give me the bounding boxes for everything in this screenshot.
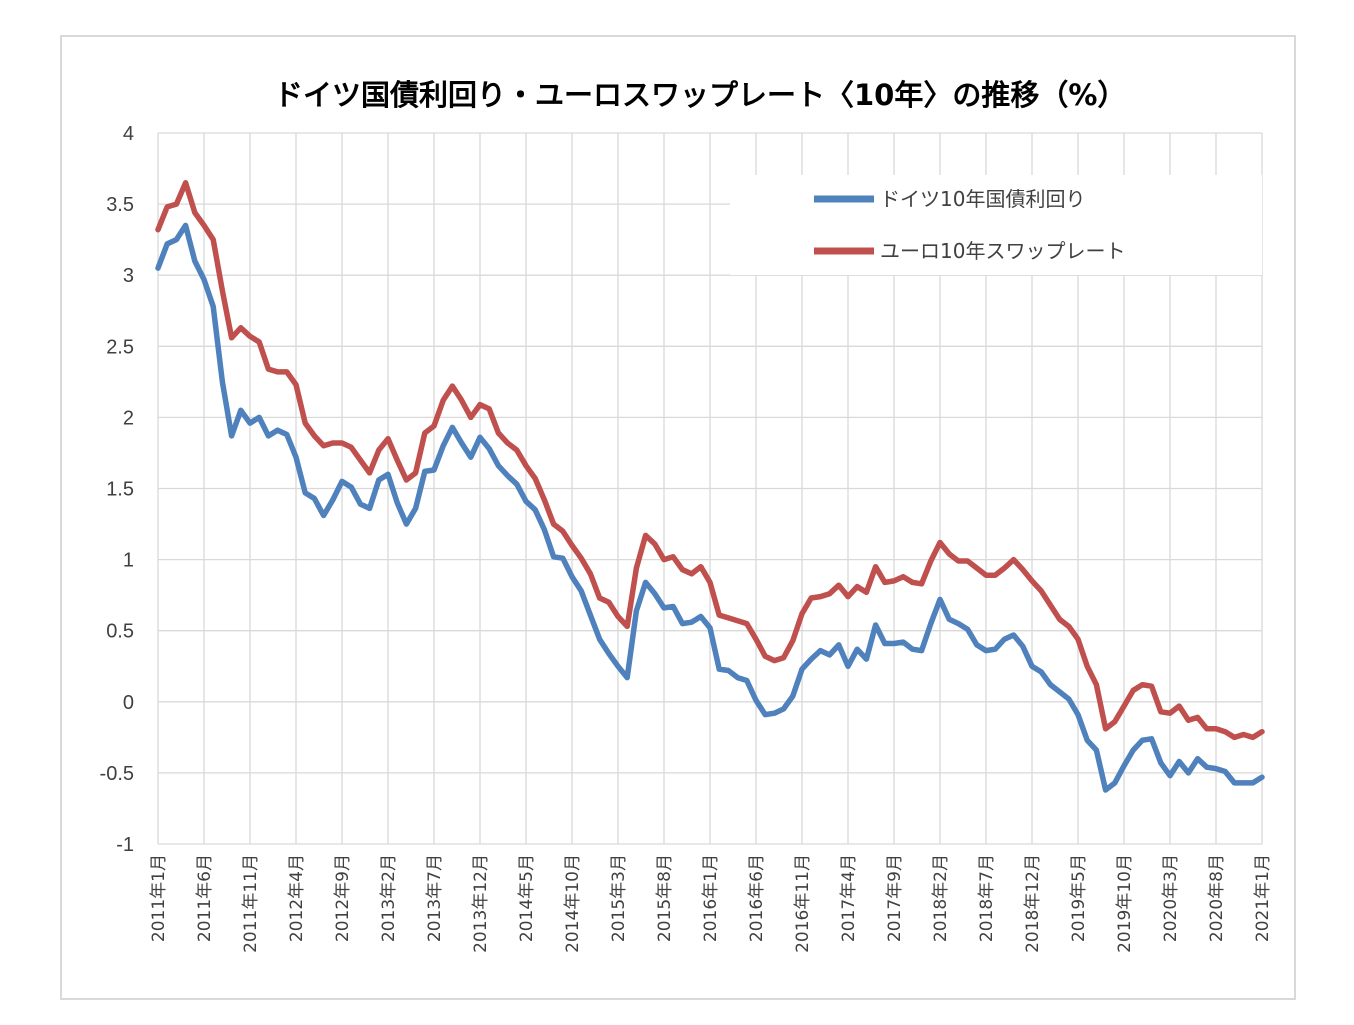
x-tick-label: 2016年6月 — [747, 854, 767, 942]
x-tick-label: 2016年1月 — [701, 854, 721, 942]
x-tick-label: 2015年8月 — [655, 854, 675, 942]
y-tick-label: 1.5 — [106, 479, 134, 501]
y-tick-label: -0.5 — [100, 763, 134, 785]
legend-label: ドイツ10年国債利回り — [880, 187, 1085, 211]
x-tick-label: 2012年9月 — [333, 854, 353, 942]
x-tick-label: 2016年11月 — [793, 854, 813, 953]
y-tick-label: 4 — [123, 123, 134, 145]
y-tick-label: 0.5 — [106, 621, 134, 643]
x-tick-label: 2013年2月 — [379, 854, 399, 942]
x-tick-label: 2020年8月 — [1207, 854, 1227, 942]
x-tick-label: 2021年1月 — [1253, 854, 1273, 942]
legend-label: ユーロ10年スワップレート — [880, 239, 1125, 263]
x-tick-label: 2013年12月 — [471, 854, 491, 953]
grid-lines — [157, 132, 1263, 845]
y-tick-label: 1 — [123, 550, 134, 572]
series-lines — [155, 180, 1265, 793]
x-tick-label: 2019年10月 — [1115, 854, 1135, 953]
series-line-bund-yield — [155, 222, 1265, 793]
x-tick-label: 2019年5月 — [1069, 854, 1089, 942]
series-line-euro-swap-rate — [155, 180, 1265, 741]
y-tick-label: 3.5 — [106, 194, 134, 216]
x-tick-label: 2014年10月 — [563, 854, 583, 953]
x-tick-label: 2011年11月 — [241, 854, 261, 953]
x-tick-label: 2018年7月 — [977, 854, 997, 942]
x-tick-label: 2015年3月 — [609, 854, 629, 942]
legend-background — [730, 175, 1262, 275]
chart-frame: ドイツ国債利回り・ユーロスワップレート〈10年〉の推移（%） 4 3.5 3 2.5 2… — [60, 35, 1296, 1000]
x-tick-label: 2018年2月 — [931, 854, 951, 942]
y-tick-label: 2.5 — [106, 336, 134, 358]
x-axis-ticks: 2011年1月 2011年6月 2011年11月 2012年4月 2012年9月 2013… — [149, 854, 1273, 953]
line-chart: ドイツ国債利回り・ユーロスワップレート〈10年〉の推移（%） 4 3.5 3 2.5 2… — [100, 78, 1273, 953]
x-tick-label: 2013年7月 — [425, 854, 445, 942]
y-tick-label: -1 — [116, 834, 134, 856]
x-tick-label: 2017年4月 — [839, 854, 859, 942]
x-tick-label: 2012年4月 — [287, 854, 307, 942]
y-tick-label: 3 — [123, 265, 134, 287]
y-tick-label: 2 — [123, 407, 134, 429]
y-tick-label: 0 — [123, 692, 134, 714]
x-tick-label: 2020年3月 — [1161, 854, 1181, 942]
x-tick-label: 2014年5月 — [517, 854, 537, 942]
y-axis-ticks: 4 3.5 3 2.5 2 1.5 1 0.5 0 -0.5 -1 — [100, 123, 134, 856]
x-tick-label: 2018年12月 — [1023, 854, 1043, 953]
x-tick-label: 2011年6月 — [195, 854, 215, 942]
chart-title: ドイツ国債利回り・ユーロスワップレート〈10年〉の推移（%） — [274, 78, 1126, 112]
x-tick-label: 2011年1月 — [149, 854, 169, 942]
x-tick-label: 2017年9月 — [885, 854, 905, 942]
